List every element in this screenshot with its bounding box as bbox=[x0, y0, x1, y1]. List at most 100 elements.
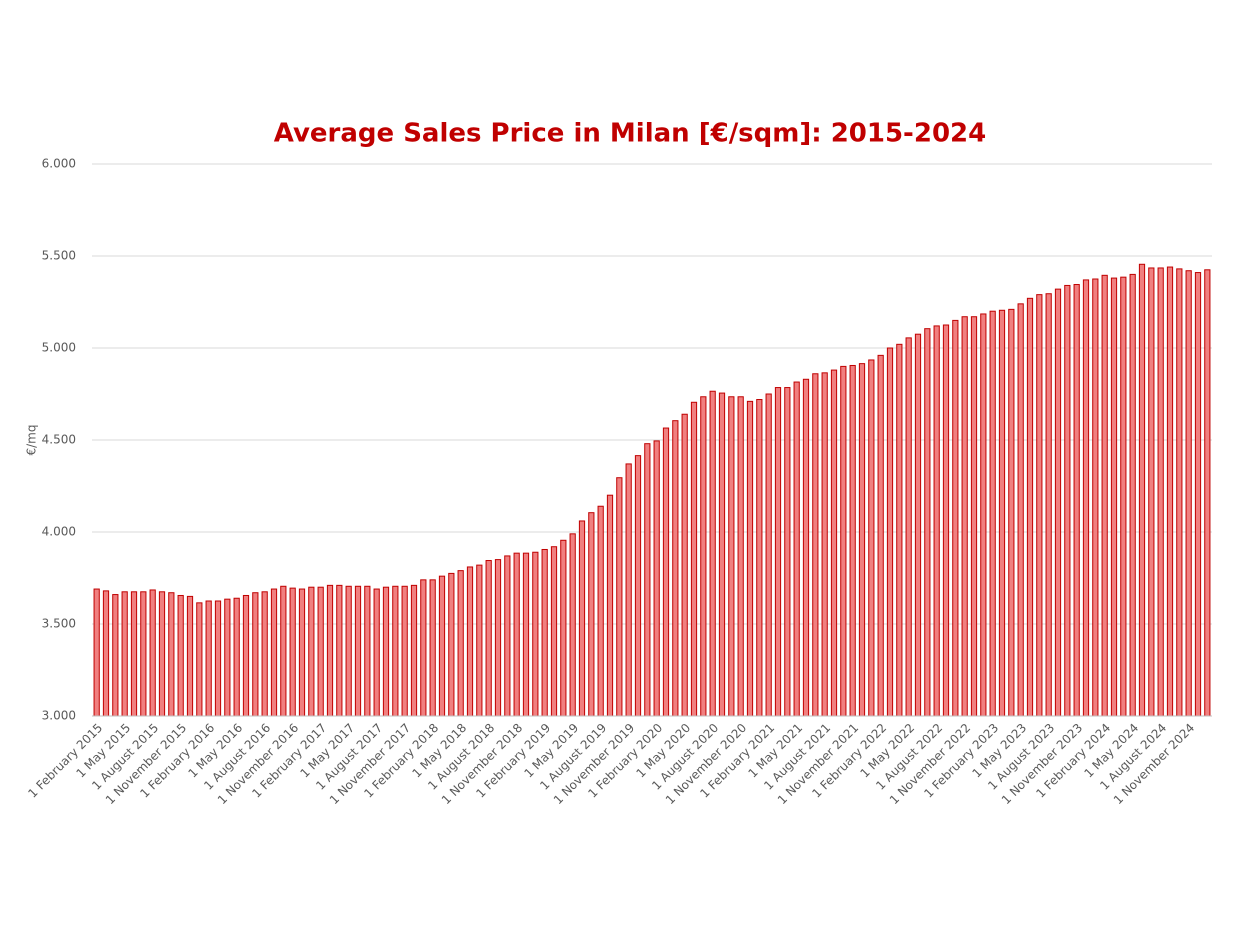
bar bbox=[709, 390, 716, 717]
bar bbox=[457, 570, 464, 717]
bar bbox=[112, 594, 119, 717]
bar bbox=[858, 363, 866, 717]
bar bbox=[746, 400, 754, 717]
bar bbox=[410, 584, 418, 717]
bar bbox=[392, 585, 399, 717]
bar bbox=[140, 591, 147, 717]
bar bbox=[868, 359, 875, 717]
bar bbox=[504, 555, 511, 717]
bar bbox=[830, 369, 838, 717]
bar bbox=[840, 365, 847, 717]
y-tick-label: 4.000 bbox=[42, 525, 76, 539]
bar bbox=[765, 393, 772, 717]
bar bbox=[541, 548, 548, 717]
bar bbox=[438, 575, 446, 717]
bar bbox=[802, 378, 810, 717]
bar bbox=[1054, 288, 1062, 717]
bar bbox=[1101, 274, 1108, 717]
bar bbox=[1157, 267, 1164, 717]
bar bbox=[354, 585, 362, 717]
chart-title: Average Sales Price in Milan [€/sqm]: 20… bbox=[274, 119, 986, 149]
bar bbox=[102, 590, 110, 717]
bar bbox=[905, 337, 912, 717]
bar bbox=[261, 591, 268, 717]
bar bbox=[1017, 303, 1024, 717]
bar bbox=[420, 579, 427, 717]
y-tick-label: 6.000 bbox=[42, 157, 76, 171]
bar bbox=[429, 579, 436, 717]
bar bbox=[980, 313, 987, 717]
y-tick-label: 5.000 bbox=[42, 341, 76, 355]
bar bbox=[989, 310, 996, 717]
bar bbox=[1026, 297, 1034, 717]
bar bbox=[597, 505, 604, 717]
bar bbox=[298, 588, 306, 717]
bar bbox=[849, 364, 856, 717]
y-axis-label: €/mq bbox=[25, 425, 39, 456]
bar bbox=[532, 551, 539, 717]
bar bbox=[149, 589, 156, 717]
bar bbox=[289, 587, 296, 717]
bar bbox=[1176, 268, 1183, 717]
bar bbox=[177, 594, 184, 717]
bar bbox=[662, 427, 670, 717]
bar bbox=[93, 588, 100, 717]
bar bbox=[774, 387, 782, 717]
bar bbox=[158, 591, 166, 717]
bar bbox=[933, 325, 940, 717]
bar bbox=[914, 333, 922, 717]
bar bbox=[308, 586, 315, 717]
bar bbox=[401, 585, 408, 717]
bar bbox=[877, 354, 884, 717]
bar bbox=[1082, 279, 1090, 717]
bar bbox=[1204, 269, 1211, 717]
bar bbox=[233, 597, 240, 717]
bar bbox=[821, 372, 828, 717]
bar bbox=[970, 316, 978, 717]
bar bbox=[569, 533, 576, 717]
bar bbox=[1148, 267, 1155, 717]
bar bbox=[448, 572, 455, 717]
bar bbox=[1036, 294, 1043, 717]
bar bbox=[466, 566, 474, 717]
bar bbox=[690, 401, 698, 717]
bar bbox=[373, 588, 380, 717]
bar bbox=[186, 595, 194, 717]
y-tick-label: 3.500 bbox=[42, 617, 76, 631]
bar bbox=[1138, 263, 1146, 717]
bar bbox=[961, 316, 968, 717]
bar bbox=[513, 552, 520, 717]
bar bbox=[1166, 266, 1174, 717]
bar bbox=[485, 560, 492, 717]
bar bbox=[718, 392, 726, 717]
bar bbox=[952, 319, 959, 717]
bar bbox=[1120, 276, 1127, 717]
y-tick-label: 3.000 bbox=[42, 709, 76, 723]
bar bbox=[616, 477, 623, 717]
bar bbox=[653, 440, 660, 717]
bar bbox=[252, 592, 259, 717]
bar bbox=[345, 585, 352, 717]
bar bbox=[242, 594, 250, 717]
bar bbox=[634, 455, 642, 717]
bar bbox=[700, 396, 707, 717]
bar bbox=[924, 328, 931, 717]
bar bbox=[1129, 273, 1136, 717]
bar bbox=[364, 585, 371, 717]
bar bbox=[317, 586, 324, 717]
bar bbox=[672, 420, 679, 717]
bar bbox=[606, 494, 614, 717]
bar bbox=[1092, 278, 1099, 717]
bar bbox=[196, 602, 203, 717]
bar bbox=[130, 591, 138, 717]
bar bbox=[168, 592, 175, 717]
bar bbox=[270, 588, 278, 717]
bar bbox=[214, 600, 222, 717]
bar bbox=[1008, 308, 1015, 717]
bar bbox=[382, 586, 390, 717]
bar bbox=[1194, 272, 1202, 717]
bar bbox=[998, 309, 1006, 717]
bar bbox=[494, 559, 502, 717]
bar bbox=[1185, 270, 1192, 717]
bar bbox=[1045, 293, 1052, 717]
